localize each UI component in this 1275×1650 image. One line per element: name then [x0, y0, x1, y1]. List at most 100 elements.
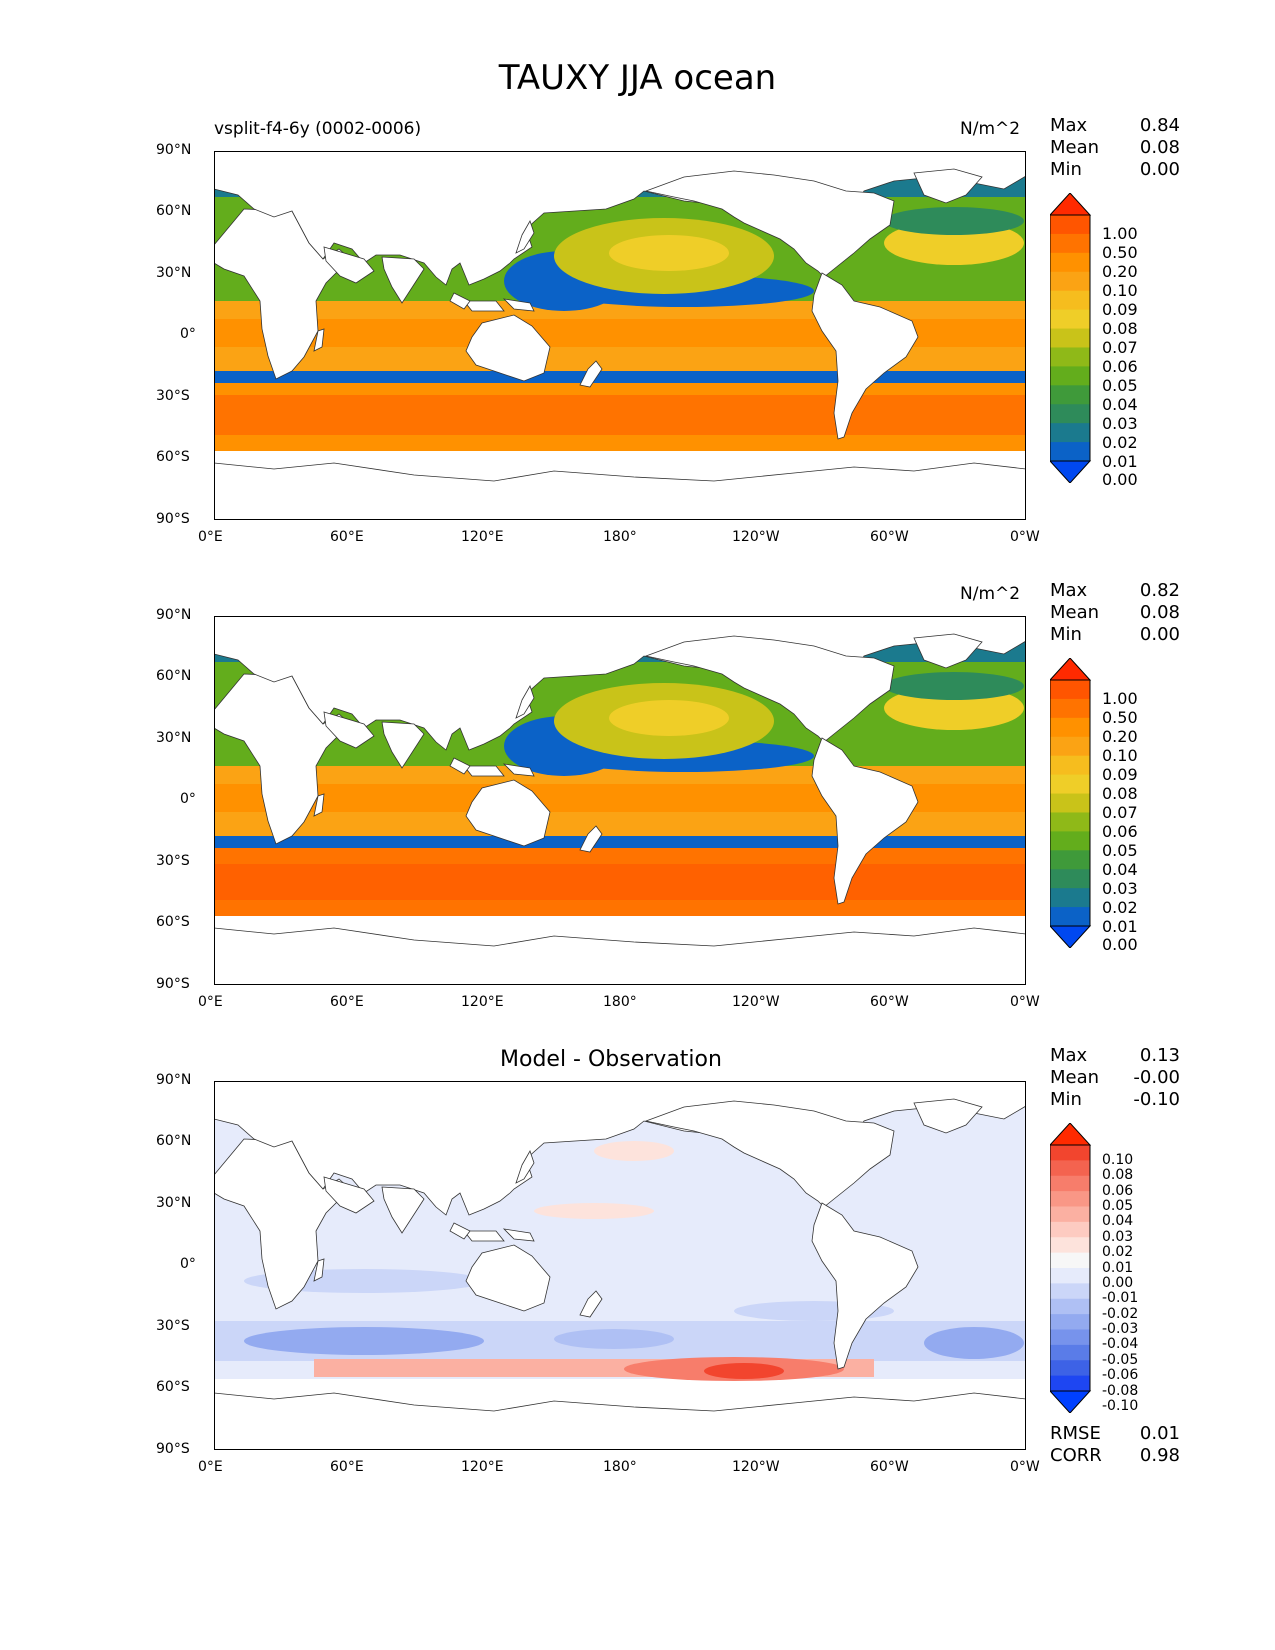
- y-tick-label: 0°: [180, 1256, 196, 1272]
- figure-title: TAUXY JJA ocean: [498, 58, 777, 98]
- colorbar-level-label: -0.06: [1102, 1367, 1139, 1384]
- colorbar-swatch: [1050, 831, 1090, 851]
- colorbar-extend-bottom: [1050, 925, 1092, 948]
- colorbar-swatch: [1050, 1298, 1090, 1315]
- colorbar-swatch: [1050, 1329, 1090, 1346]
- colorbar-level-label: 0.01: [1102, 451, 1138, 471]
- x-tick-label: 120°E: [461, 529, 504, 545]
- y-tick-label: 90°N: [156, 607, 192, 623]
- max-value: 0.82: [1139, 580, 1180, 601]
- y-tick-label: 30°S: [156, 1318, 190, 1334]
- rmse-label: RMSE: [1050, 1423, 1101, 1444]
- colorbar-level-label: 0.05: [1102, 840, 1138, 860]
- colorbar-swatch: [1050, 774, 1090, 795]
- x-tick-label: 60°E: [330, 1459, 364, 1475]
- rmse-value: 0.01: [1139, 1423, 1180, 1444]
- panel-observation: N/m^2 90°N 60°N 30°N 0° 30: [0, 580, 1275, 1050]
- colorbar-swatch: [1050, 347, 1090, 367]
- x-tick-label: 120°E: [461, 1459, 504, 1475]
- colorbar-swatch: [1050, 1237, 1090, 1254]
- colorbar-swatch: [1050, 907, 1090, 927]
- corr-label: CORR: [1050, 1445, 1102, 1466]
- y-tick-label: 30°N: [156, 1195, 192, 1211]
- panel-units: N/m^2: [960, 119, 1021, 139]
- colorbar-frame: [1050, 1144, 1091, 1392]
- y-tick-label: 90°S: [156, 976, 190, 992]
- x-tick-label: 120°W: [732, 1459, 780, 1475]
- colorbar-swatch: [1050, 793, 1090, 813]
- y-tick-label: 90°N: [156, 1072, 192, 1088]
- colorbar: 1.00 0.50 0.20 0.10 0.09 0.08 0.07 0.06 0.05 0.04…: [1050, 193, 1140, 488]
- colorbar-swatch: [1050, 736, 1090, 757]
- colorbar-level-label: -0.04: [1102, 1336, 1139, 1353]
- colorbar-level-label: 0.10: [1102, 281, 1138, 301]
- y-tick-label: 30°S: [156, 388, 190, 404]
- colorbar-swatch: [1050, 1145, 1090, 1161]
- mean-value: -0.00: [1133, 1067, 1180, 1088]
- colorbar-swatch: [1050, 1252, 1090, 1269]
- map-plot: [214, 151, 1026, 520]
- colorbar-level-label: 0.00: [1102, 935, 1138, 955]
- colorbar-level-label: 0.03: [1102, 413, 1138, 433]
- colorbar: 0.10 0.08 0.06 0.05 0.04 0.03 0.02 0.01 0.00 -0.0…: [1050, 1123, 1140, 1413]
- x-tick-label: 0°W: [1010, 1459, 1040, 1475]
- colorbar-level-label: 0.05: [1102, 1198, 1134, 1214]
- y-tick-label: 60°N: [156, 1133, 192, 1149]
- x-tick-label: 120°W: [732, 529, 780, 545]
- colorbar-level-label: 0.05: [1102, 375, 1138, 395]
- x-tick-label: 0°E: [198, 529, 223, 545]
- colorbar-swatch: [1050, 385, 1090, 405]
- colorbar-swatch: [1050, 698, 1090, 719]
- y-tick-label: 30°N: [156, 265, 192, 281]
- colorbar-level-label: 0.06: [1102, 356, 1138, 376]
- min-label: Min: [1050, 624, 1082, 645]
- colorbar-swatch: [1050, 1283, 1090, 1300]
- colorbar-swatch: [1050, 309, 1090, 330]
- mean-value: 0.08: [1139, 137, 1180, 158]
- colorbar-extend-bottom: [1050, 460, 1092, 483]
- colorbar-level-label: 0.04: [1102, 394, 1138, 414]
- y-tick-label: 90°S: [156, 1441, 190, 1457]
- panel-units: N/m^2: [960, 584, 1021, 604]
- colorbar-level-label: 0.10: [1102, 1151, 1134, 1168]
- colorbar-swatch: [1050, 755, 1090, 776]
- min-value: 0.00: [1139, 624, 1180, 645]
- colorbar-level-label: 0.50: [1102, 708, 1138, 728]
- colorbar-level-label: 0.03: [1102, 1228, 1134, 1245]
- colorbar-level-label: -0.02: [1102, 1305, 1139, 1322]
- colorbar-swatch: [1050, 1160, 1090, 1177]
- colorbar-swatch: [1050, 1375, 1090, 1392]
- x-tick-label: 60°W: [870, 1459, 909, 1475]
- y-tick-label: 30°N: [156, 730, 192, 746]
- colorbar-swatch: [1050, 328, 1090, 348]
- y-tick-label: 0°: [180, 791, 196, 807]
- colorbar-swatch: [1050, 215, 1090, 235]
- colorbar-swatch: [1050, 423, 1090, 443]
- colorbar-swatch: [1050, 252, 1090, 273]
- colorbar-swatches: [1050, 1123, 1092, 1413]
- x-tick-label: 60°E: [330, 994, 364, 1010]
- colorbar-level-label: 0.06: [1102, 1182, 1134, 1199]
- colorbar-level-label: 1.00: [1102, 689, 1138, 709]
- colorbar-level-label: -0.05: [1102, 1351, 1139, 1368]
- colorbar-frame: [1050, 214, 1091, 462]
- y-tick-label: 90°N: [156, 142, 192, 158]
- y-tick-label: 60°N: [156, 668, 192, 684]
- colorbar-extend-top: [1050, 1123, 1092, 1146]
- x-tick-label: 120°E: [461, 994, 504, 1010]
- colorbar: 1.00 0.50 0.20 0.10 0.09 0.08 0.07 0.06 0.05 0.04…: [1050, 658, 1140, 953]
- colorbar-level-label: 0.02: [1102, 432, 1138, 452]
- colorbar-swatch: [1050, 1175, 1090, 1192]
- max-label: Max: [1050, 1045, 1088, 1066]
- colorbar-level-label: 0.20: [1102, 727, 1138, 747]
- colorbar-swatch: [1050, 1221, 1090, 1238]
- colorbar-swatch: [1050, 717, 1090, 738]
- x-tick-label: 60°W: [870, 529, 909, 545]
- colorbar-level-label: 0.20: [1102, 262, 1138, 282]
- max-value: 0.84: [1139, 115, 1180, 136]
- x-tick-label: 120°W: [732, 994, 780, 1010]
- colorbar-level-label: 1.00: [1102, 224, 1138, 244]
- colorbar-level-label: 0.10: [1102, 746, 1138, 766]
- colorbar-level-label: 0.00: [1102, 1274, 1134, 1291]
- colorbar-swatch: [1050, 233, 1090, 254]
